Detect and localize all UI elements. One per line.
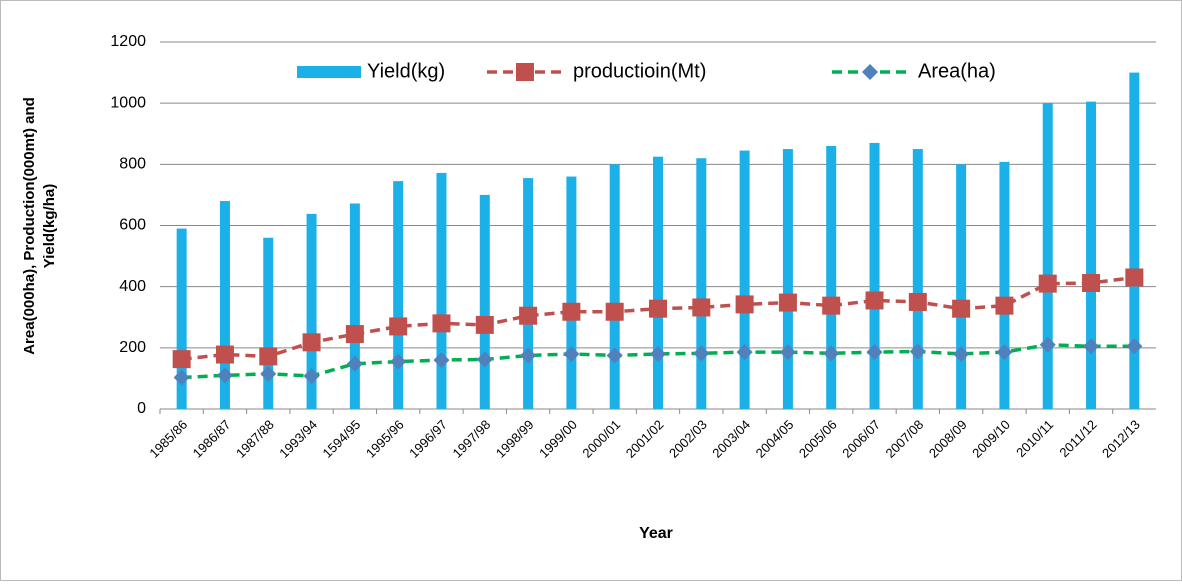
line-marker <box>606 347 623 364</box>
line-marker <box>1083 338 1100 355</box>
line-marker <box>520 347 537 364</box>
line-marker <box>649 299 667 318</box>
line-marker <box>735 295 754 314</box>
line-marker <box>908 292 927 311</box>
bar <box>739 150 750 409</box>
y-tick-label: 1000 <box>110 94 146 111</box>
line-marker <box>865 291 884 310</box>
bar <box>826 145 837 409</box>
line-marker <box>432 314 451 333</box>
bar <box>176 228 187 409</box>
bar <box>1129 72 1140 409</box>
bar <box>999 161 1010 409</box>
bar <box>306 213 317 409</box>
bar <box>566 176 577 409</box>
line-marker <box>1039 336 1056 353</box>
line-marker <box>345 325 364 344</box>
legend-label: Yield(kg) <box>367 60 445 82</box>
y-tick-label: 0 <box>137 400 146 417</box>
line-marker <box>389 317 408 336</box>
line-marker <box>519 306 538 325</box>
x-axis-label: Year <box>639 525 673 542</box>
line-marker <box>953 345 970 362</box>
line-marker <box>909 343 926 360</box>
legend-label: productioin(Mt) <box>573 60 706 82</box>
bar <box>349 203 360 409</box>
line-marker <box>823 345 840 362</box>
line-marker <box>475 315 494 334</box>
line-marker <box>778 293 797 312</box>
y-axis-label-line: Area(000ha), Production(000mt) and <box>21 97 38 355</box>
line-marker <box>563 345 580 362</box>
y-tick-label: 400 <box>119 278 146 295</box>
line-marker <box>302 333 321 352</box>
line-marker <box>173 369 190 386</box>
line-marker <box>692 298 711 317</box>
line-marker <box>516 63 534 81</box>
line-marker <box>995 296 1014 315</box>
line-marker <box>736 344 753 361</box>
line-marker <box>862 64 878 80</box>
y-axis-label-line: Yield(kg/ha) <box>41 184 58 268</box>
line-marker <box>650 345 666 362</box>
y-tick-label: 200 <box>119 339 146 356</box>
bar <box>1086 101 1097 409</box>
line-marker <box>779 344 796 361</box>
line-marker <box>996 344 1013 361</box>
bar <box>609 164 620 409</box>
y-tick-label: 1200 <box>110 33 146 50</box>
line-marker <box>952 299 971 318</box>
bar <box>696 158 707 409</box>
bar <box>436 172 447 409</box>
bar <box>523 178 534 409</box>
bar <box>263 237 274 409</box>
bar <box>869 142 880 410</box>
line-marker <box>259 347 278 366</box>
line-marker <box>390 353 407 370</box>
line-marker <box>562 302 581 321</box>
line <box>181 343 1135 380</box>
line-marker <box>1125 268 1144 287</box>
bar <box>956 164 967 409</box>
line-marker <box>216 367 233 384</box>
y-tick-label: 600 <box>119 217 146 234</box>
bar <box>653 156 663 409</box>
line-marker <box>866 344 883 361</box>
bar <box>393 181 404 409</box>
line-marker <box>172 350 191 369</box>
bar <box>782 149 793 409</box>
line-marker <box>433 352 450 369</box>
line-marker <box>260 365 277 382</box>
y-tick-label: 800 <box>119 156 146 173</box>
line-marker <box>1126 338 1143 355</box>
y-axis-label: Area(000ha), Production(000mt) and Yield… <box>21 97 58 355</box>
bar <box>1042 103 1053 410</box>
line-marker <box>303 367 320 384</box>
line-marker <box>476 351 493 368</box>
line-marker <box>693 345 710 362</box>
line-marker <box>346 355 363 372</box>
bar <box>479 194 490 409</box>
line-marker <box>1082 273 1101 292</box>
legend-swatch <box>297 66 361 78</box>
bar <box>912 149 923 409</box>
line-marker <box>605 302 624 321</box>
legend-label: Area(ha) <box>918 60 996 82</box>
bar <box>219 201 230 409</box>
line-marker <box>822 296 841 315</box>
line-marker <box>215 345 234 364</box>
line-marker <box>1038 274 1057 293</box>
